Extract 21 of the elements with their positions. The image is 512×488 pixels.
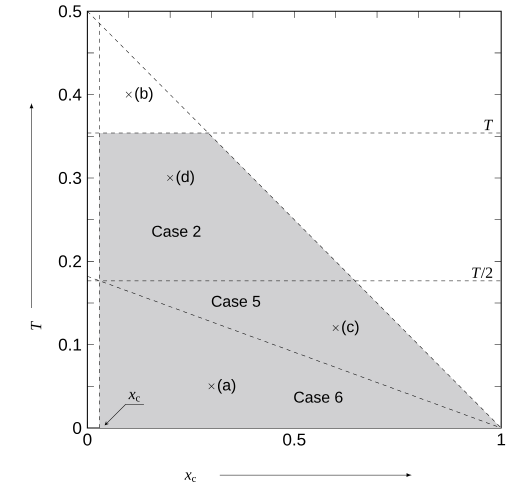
annotation: Case 2 <box>152 226 200 237</box>
ref-line-label: T/2 <box>472 267 492 278</box>
x-tick-label: 0 <box>83 434 92 446</box>
annotation: Case 6 <box>294 392 342 403</box>
y-tick-label: 0.3 <box>58 172 82 184</box>
y-tick-label: 0.4 <box>58 88 82 101</box>
annotation: (a) <box>218 379 236 394</box>
y-tick-label: 0 <box>73 422 82 434</box>
x-tick-label: 1 <box>498 434 506 446</box>
x-tick-label: 0.5 <box>283 434 306 446</box>
annotation: (d) <box>176 170 194 186</box>
y-tick-label: 0.1 <box>58 338 82 351</box>
y-tick-label: 0.5 <box>58 5 82 18</box>
y-tick-label: 0.2 <box>58 255 82 268</box>
ref-line-label: T <box>484 120 494 130</box>
annotation: Case 5 <box>212 296 260 307</box>
annotation: (c) <box>342 320 359 336</box>
ref-line-label: x$_{c}$ <box>128 392 140 402</box>
annotation: (b) <box>135 87 152 102</box>
x-axis-title: x$_{c}$ <box>184 472 196 482</box>
y-axis-title: T <box>30 321 42 330</box>
